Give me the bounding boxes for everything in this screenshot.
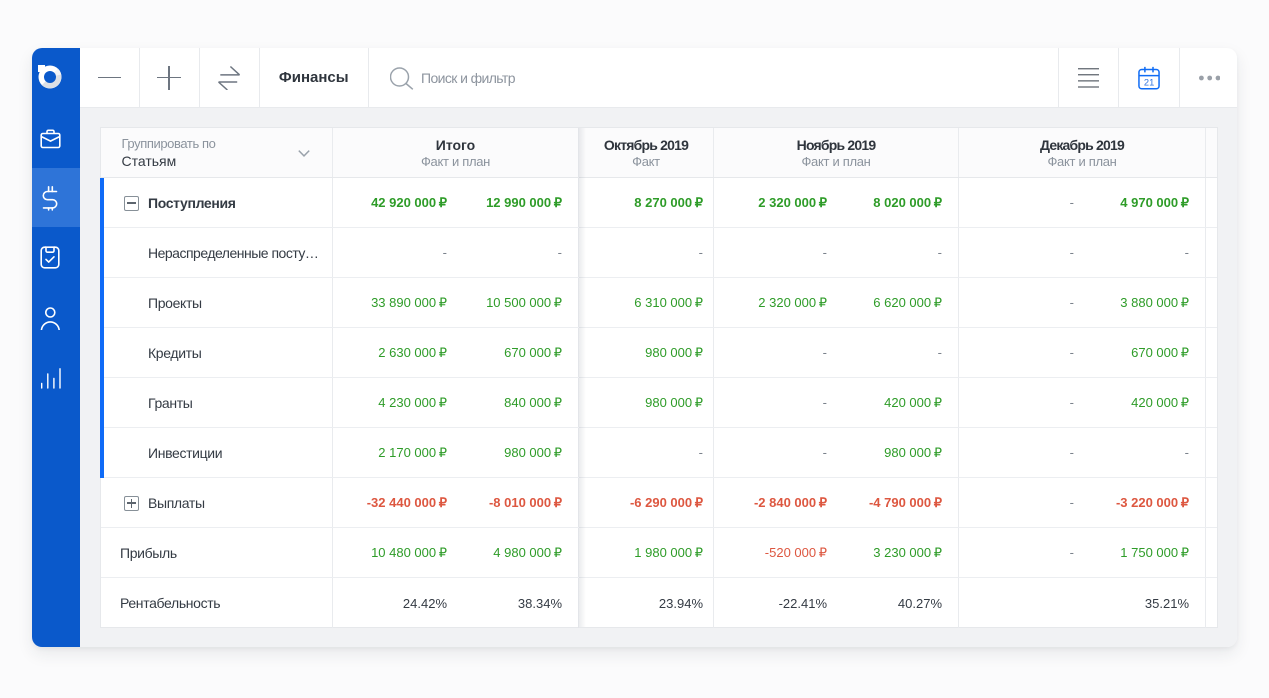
svg-text:21: 21: [1144, 77, 1154, 87]
